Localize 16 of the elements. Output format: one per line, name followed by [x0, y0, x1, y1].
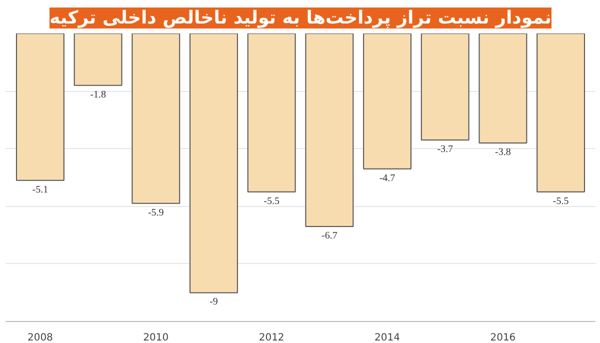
data-label: -5.5	[264, 196, 280, 207]
x-tick-label: 2008	[27, 332, 53, 343]
data-label: -3.7	[437, 144, 454, 156]
data-label: -5.5	[552, 196, 569, 207]
x-tick-label: 2016	[490, 332, 516, 343]
x-tick-label: 2010	[143, 332, 169, 343]
x-tick-label: 2012	[258, 332, 284, 343]
data-label: -5.9	[148, 207, 164, 218]
data-label: -6.7	[322, 230, 338, 242]
x-tick-label: 2014	[374, 332, 400, 343]
data-label: -3.8	[495, 146, 511, 158]
data-label: -4.7	[379, 172, 396, 184]
chart-title: نمودار نسبت تراز پرداخت‌ها به تولید ناخالص داخلی ترکیه	[49, 8, 552, 28]
data-label: -5.1	[32, 184, 48, 196]
data-label: -9	[210, 296, 218, 308]
data-label: -1.8	[90, 89, 106, 100]
